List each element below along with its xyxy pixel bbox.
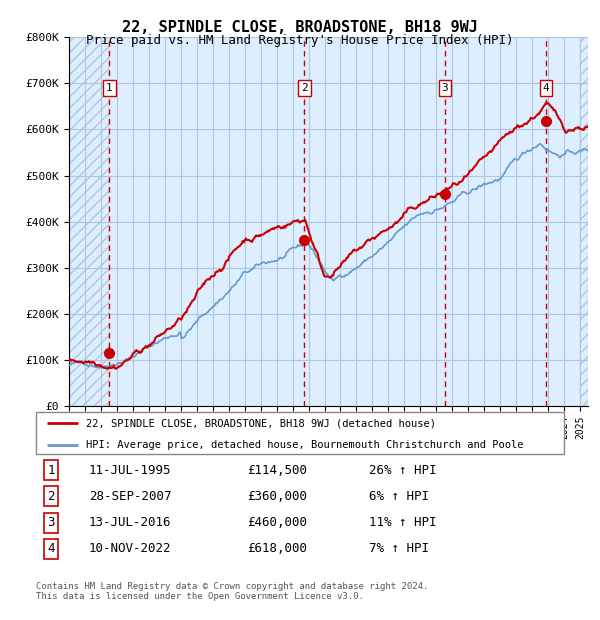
Text: 4: 4 — [47, 542, 55, 556]
Text: 7% ↑ HPI: 7% ↑ HPI — [368, 542, 428, 556]
Text: 2: 2 — [301, 83, 308, 93]
Text: 3: 3 — [47, 516, 55, 529]
Text: 26% ↑ HPI: 26% ↑ HPI — [368, 464, 436, 477]
Text: 11% ↑ HPI: 11% ↑ HPI — [368, 516, 436, 529]
Text: Price paid vs. HM Land Registry's House Price Index (HPI): Price paid vs. HM Land Registry's House … — [86, 34, 514, 47]
Text: 6% ↑ HPI: 6% ↑ HPI — [368, 490, 428, 503]
Text: 22, SPINDLE CLOSE, BROADSTONE, BH18 9WJ (detached house): 22, SPINDLE CLOSE, BROADSTONE, BH18 9WJ … — [86, 418, 436, 428]
Text: 10-NOV-2022: 10-NOV-2022 — [89, 542, 172, 556]
Text: 4: 4 — [542, 83, 549, 93]
Text: £114,500: £114,500 — [247, 464, 307, 477]
Text: £618,000: £618,000 — [247, 542, 307, 556]
Text: 1: 1 — [47, 464, 55, 477]
Text: 28-SEP-2007: 28-SEP-2007 — [89, 490, 172, 503]
Text: 13-JUL-2016: 13-JUL-2016 — [89, 516, 172, 529]
Text: 1: 1 — [106, 83, 113, 93]
Text: HPI: Average price, detached house, Bournemouth Christchurch and Poole: HPI: Average price, detached house, Bour… — [86, 440, 524, 450]
Text: £360,000: £360,000 — [247, 490, 307, 503]
Text: 22, SPINDLE CLOSE, BROADSTONE, BH18 9WJ: 22, SPINDLE CLOSE, BROADSTONE, BH18 9WJ — [122, 20, 478, 35]
Text: 2: 2 — [47, 490, 55, 503]
Text: 11-JUL-1995: 11-JUL-1995 — [89, 464, 172, 477]
Text: 3: 3 — [442, 83, 448, 93]
Text: £460,000: £460,000 — [247, 516, 307, 529]
Text: Contains HM Land Registry data © Crown copyright and database right 2024.
This d: Contains HM Land Registry data © Crown c… — [36, 582, 428, 601]
FancyBboxPatch shape — [36, 412, 564, 454]
